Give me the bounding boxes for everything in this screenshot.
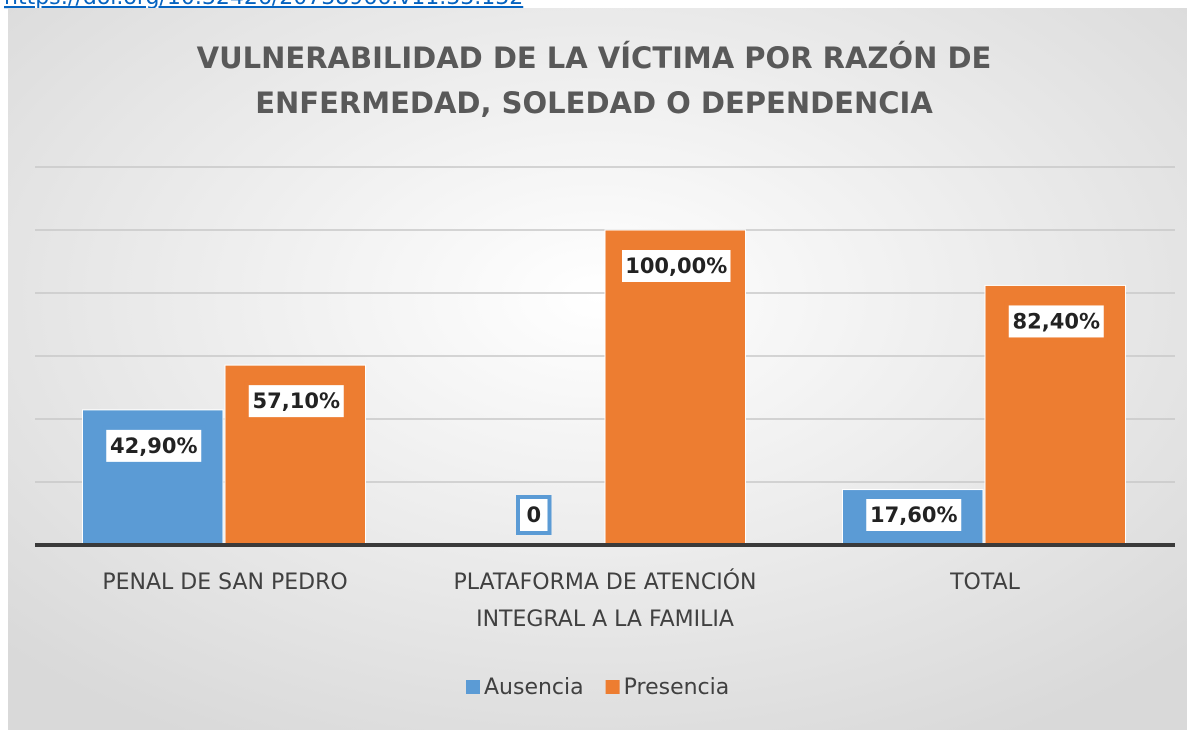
legend-label: Presencia [624,675,730,700]
x-tick-label: PENAL DE SAN PEDRO [102,570,347,595]
data-label-box [618,246,735,286]
chart-title: VULNERABILIDAD DE LA VÍCTIMA POR RAZÓN D… [197,41,992,120]
data-label: 57,10% [253,389,340,413]
legend-label: Ausencia [484,675,584,700]
x-tick-label: PLATAFORMA DE ATENCIÓN INTEGRAL A LA FAMI… [453,569,756,632]
data-label-box [102,425,206,466]
data-label-box [862,495,966,535]
data-label: 17,60% [870,503,957,527]
data-label: 0 [526,503,541,527]
data-label-box [244,381,348,422]
doi-link[interactable]: https://doi.org/10.32426/20738966.v11.33… [4,0,523,10]
legend-swatch [466,680,480,694]
x-tick-label: TOTAL [949,570,1021,595]
data-label: 100,00% [625,254,727,278]
data-label-box [516,495,552,535]
legend-swatch [605,680,620,694]
data-label: 82,40% [1013,309,1100,333]
data-label-box [1004,301,1108,342]
data-label: 42,90% [110,434,197,458]
